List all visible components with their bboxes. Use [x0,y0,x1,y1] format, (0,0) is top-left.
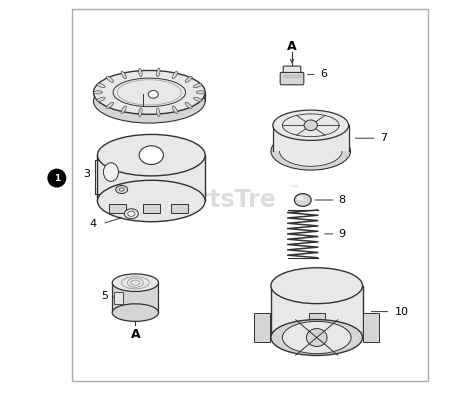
Circle shape [48,169,65,187]
Ellipse shape [304,120,318,130]
Ellipse shape [271,268,363,304]
Text: 8: 8 [338,195,346,205]
FancyBboxPatch shape [171,204,188,213]
FancyBboxPatch shape [309,313,325,342]
Text: 5: 5 [101,291,109,301]
Ellipse shape [107,76,113,82]
Ellipse shape [112,304,158,321]
Ellipse shape [280,136,342,166]
Ellipse shape [193,97,202,101]
Text: 7: 7 [381,133,388,143]
Ellipse shape [103,163,118,182]
Ellipse shape [193,83,202,88]
Ellipse shape [271,132,350,170]
FancyBboxPatch shape [112,283,158,313]
Text: A: A [287,40,297,53]
Ellipse shape [148,90,158,98]
Text: PartsTre: PartsTre [166,188,276,212]
Ellipse shape [196,91,205,94]
Ellipse shape [139,108,142,116]
Ellipse shape [97,97,105,101]
FancyBboxPatch shape [254,313,270,342]
Text: A: A [130,328,140,341]
FancyBboxPatch shape [93,92,205,101]
Ellipse shape [107,102,113,108]
Ellipse shape [128,211,135,216]
FancyBboxPatch shape [143,204,160,213]
Ellipse shape [173,71,178,79]
FancyBboxPatch shape [283,66,301,76]
Ellipse shape [98,134,205,176]
Ellipse shape [116,186,128,194]
FancyBboxPatch shape [114,292,123,304]
Ellipse shape [121,106,126,114]
Text: 6: 6 [320,70,327,80]
Text: ™: ™ [289,185,300,195]
Text: 4: 4 [90,219,97,229]
Ellipse shape [297,196,304,200]
FancyBboxPatch shape [109,204,126,213]
Ellipse shape [271,320,363,356]
Text: 9: 9 [338,229,346,239]
FancyBboxPatch shape [271,286,363,338]
Ellipse shape [93,79,205,123]
Ellipse shape [112,274,158,292]
Ellipse shape [119,188,124,191]
Text: 2: 2 [92,89,100,99]
Ellipse shape [93,70,205,114]
FancyBboxPatch shape [280,72,304,85]
Ellipse shape [93,91,102,94]
Ellipse shape [121,71,126,79]
Text: 1: 1 [54,174,60,182]
Ellipse shape [185,76,192,82]
Ellipse shape [139,146,164,164]
Ellipse shape [273,110,348,140]
FancyBboxPatch shape [98,155,205,201]
FancyBboxPatch shape [364,313,379,342]
Ellipse shape [139,68,142,77]
Ellipse shape [294,194,311,206]
Ellipse shape [156,108,160,116]
Ellipse shape [156,68,160,77]
Ellipse shape [283,321,351,354]
Ellipse shape [98,180,205,222]
Ellipse shape [97,83,105,88]
Ellipse shape [124,209,138,219]
Ellipse shape [173,106,178,114]
FancyBboxPatch shape [273,125,348,151]
Text: 10: 10 [394,307,409,317]
Ellipse shape [185,102,192,108]
Text: 3: 3 [83,169,91,179]
Ellipse shape [306,328,327,346]
Bar [72,9,428,381]
